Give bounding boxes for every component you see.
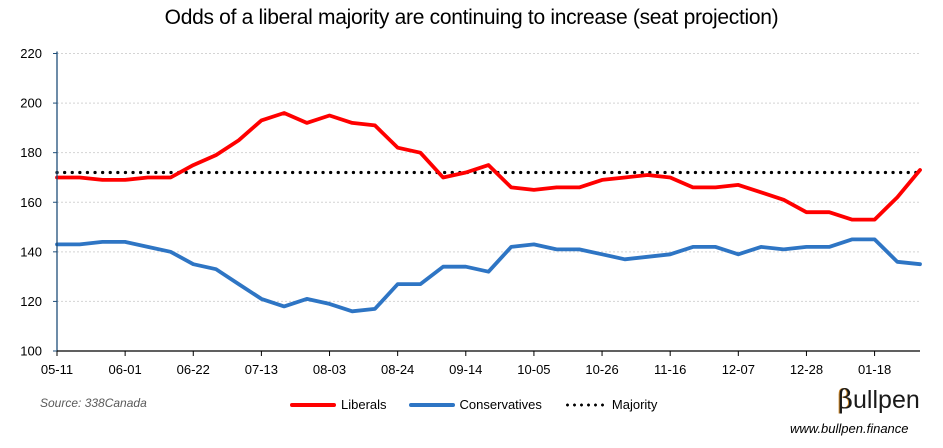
x-tick-label: 10-05 — [517, 362, 550, 377]
x-tick-label: 08-03 — [313, 362, 346, 377]
x-tick-label: 11-16 — [654, 362, 686, 377]
y-tick-label: 120 — [20, 294, 42, 309]
legend-label-conservatives: Conservatives — [459, 397, 542, 412]
chart-title: Odds of a liberal majority are continuin… — [164, 6, 779, 29]
series-line-conservatives — [55, 237, 922, 314]
x-tick-label: 01-18 — [858, 362, 891, 377]
source-note: Source: 338Canada — [40, 396, 147, 410]
y-tick-label: 140 — [20, 244, 42, 259]
logo-beta-glyph: β — [838, 385, 854, 415]
y-tick-label: 100 — [20, 344, 42, 359]
x-tick-label: 07-13 — [245, 362, 278, 377]
legend-label-majority: Majority — [611, 397, 658, 412]
y-tick-label: 180 — [20, 145, 42, 160]
x-tick-label: 12-07 — [722, 362, 755, 377]
bullpen-logo: βullpen — [838, 385, 920, 415]
y-tick-label: 160 — [20, 195, 42, 210]
legend-swatch-majority — [563, 402, 606, 407]
series-line-liberals — [55, 111, 922, 222]
x-tick-label: 06-22 — [177, 362, 210, 377]
y-tick-label: 200 — [20, 96, 42, 111]
x-tick-label: 05-11 — [41, 362, 73, 377]
y-tick-label: 220 — [20, 46, 42, 61]
x-tick-label: 09-14 — [449, 362, 482, 377]
x-tick-label: 10-26 — [585, 362, 618, 377]
series-layer — [55, 111, 922, 314]
legend: Liberals Conservatives Majority — [290, 397, 679, 412]
legend-swatch-liberals — [290, 402, 336, 407]
x-tick-label: 06-01 — [109, 362, 142, 377]
legend-label-liberals: Liberals — [341, 397, 387, 412]
x-axis-ticks: 05-11 06-01 06-22 07-13 08-03 08-24 09-14 10-05… — [41, 351, 891, 377]
y-axis-ticks: 100 120 140 160 180 200 220 — [20, 46, 57, 359]
website-url: www.bullpen.finance — [790, 421, 909, 436]
legend-item-majority: Majority — [563, 397, 658, 412]
legend-swatch-conservatives — [408, 402, 455, 407]
logo-text: ullpen — [853, 386, 920, 414]
gridlines — [57, 53, 920, 302]
axes — [56, 51, 920, 352]
legend-item-liberals: Liberals — [290, 397, 387, 412]
x-tick-label: 08-24 — [381, 362, 414, 377]
legend-item-conservatives: Conservatives — [408, 397, 542, 412]
x-tick-label: 12-28 — [790, 362, 823, 377]
